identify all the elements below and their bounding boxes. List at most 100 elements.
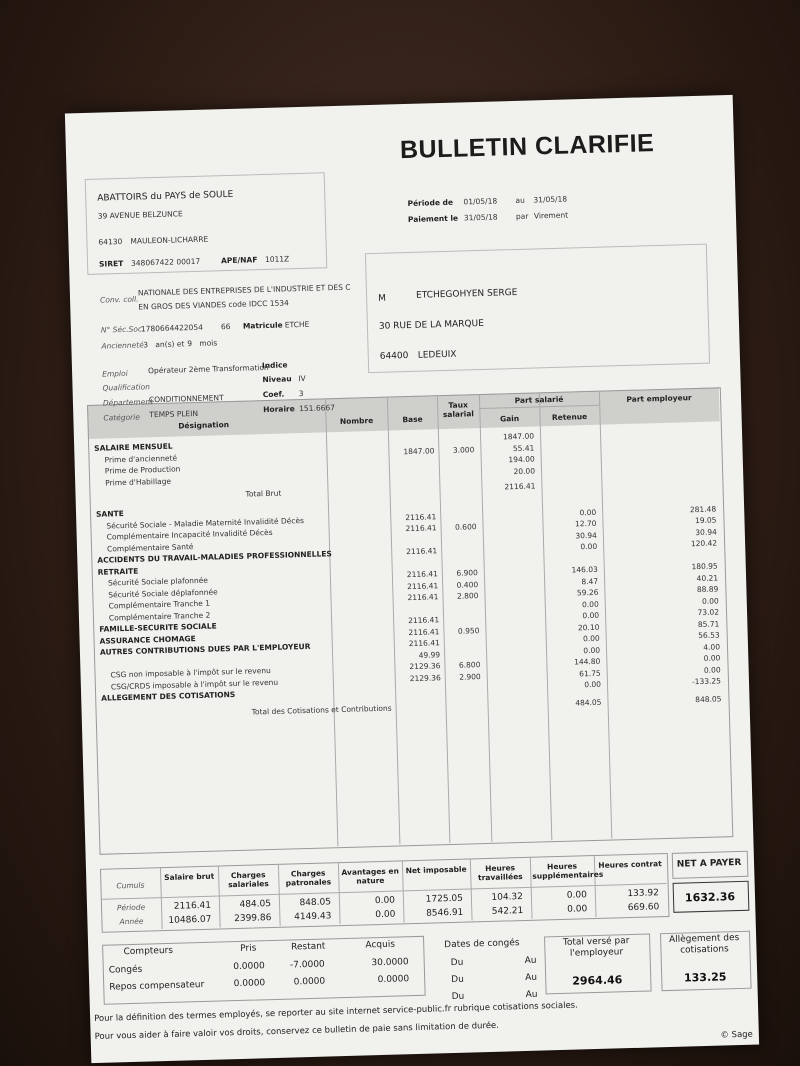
counter-value: -7.0000 xyxy=(289,959,325,971)
base: 2129.36 xyxy=(409,672,441,683)
rate: 2.900 xyxy=(459,671,481,682)
period-from: 01/05/18 xyxy=(463,196,498,207)
designation: Prime d'ancienneté xyxy=(104,453,178,465)
employer-total: 848.05 xyxy=(695,693,722,704)
employer-amount: -133.25 xyxy=(691,676,722,687)
leave-date-label: Au xyxy=(524,955,537,966)
matricule: ETCHE xyxy=(284,319,310,330)
seniority-months-label: mois xyxy=(199,338,218,348)
rate: 2.800 xyxy=(456,591,479,601)
cumuls-value: 10486.07 xyxy=(168,914,212,926)
departement-label: Département xyxy=(102,397,154,408)
column-header: Base xyxy=(402,414,423,425)
niveau: IV xyxy=(298,373,306,384)
indice-label: Indice xyxy=(261,360,288,371)
period-to-label: au xyxy=(515,195,525,205)
deduction: 0.00 xyxy=(582,610,600,621)
ss-number: 1780664422054 xyxy=(140,322,204,334)
column-header: Part employeur xyxy=(626,393,692,404)
employer-amount: 40.21 xyxy=(696,572,719,583)
cumuls-value: 848.05 xyxy=(299,897,332,909)
column-header: Retenue xyxy=(551,412,588,423)
cumuls-value: 133.92 xyxy=(627,888,660,900)
convention-label: Conv. coll. xyxy=(99,294,139,305)
counters-header: Pris xyxy=(240,943,257,954)
deduction: 59.26 xyxy=(576,587,599,598)
employer-amount: 4.00 xyxy=(703,641,721,652)
column-header: Part salarié xyxy=(514,394,564,406)
siret: 348067422 00017 xyxy=(130,256,201,268)
seniority-label: Ancienneté xyxy=(101,340,144,351)
designation: SALAIRE MENSUEL xyxy=(94,441,173,453)
cumuls-value: 2399.86 xyxy=(234,913,272,925)
rate: 3.000 xyxy=(452,444,475,455)
counter-value: 0.0000 xyxy=(233,961,265,973)
employer-total: 2964.46 xyxy=(572,973,623,988)
cumuls-value: 1725.05 xyxy=(425,893,464,905)
deduction: 0.00 xyxy=(583,645,601,655)
deduction: 144.80 xyxy=(574,656,601,667)
counter-label: Congés xyxy=(108,964,143,976)
deduction: 30.94 xyxy=(575,530,597,540)
gross-total: 2116.41 xyxy=(504,481,536,492)
net-label: NET A PAYER xyxy=(676,857,742,870)
cumuls-header: Cumuls xyxy=(116,880,145,891)
deduction: 0.00 xyxy=(584,679,602,690)
cumuls-value: 104.32 xyxy=(491,892,524,903)
cumuls-value: 542.21 xyxy=(491,906,524,917)
employer-amount: 85.71 xyxy=(697,618,720,629)
base: 2116.41 xyxy=(406,569,438,580)
payment-date: 31/05/18 xyxy=(463,212,498,223)
employer-amount: 19.05 xyxy=(694,515,717,526)
cumuls-value: 669.60 xyxy=(627,902,660,914)
cumuls-row-label: Année xyxy=(119,916,144,927)
ss-key: 66 xyxy=(220,321,231,332)
counter-value: 30.0000 xyxy=(371,957,409,969)
deduction: 0.00 xyxy=(580,541,598,552)
employer-amount: 0.00 xyxy=(703,653,721,663)
cumuls-header: Charges patronales xyxy=(285,868,332,888)
departement: CONDITIONNEMENT xyxy=(148,393,224,405)
employee-civility: M xyxy=(378,293,387,304)
footer-note: Pour la définition des termes employés, … xyxy=(94,1000,579,1025)
cumuls-value: 0.00 xyxy=(374,895,396,907)
brand: © Sage xyxy=(720,1029,753,1041)
cumuls-header: Net imposable xyxy=(405,864,467,876)
leave-dates-title: Dates de congés xyxy=(444,938,520,951)
base: 49.99 xyxy=(418,649,441,660)
leave-date-label: Du xyxy=(450,957,464,969)
leave-date-label: Au xyxy=(525,972,538,983)
base: 2116.41 xyxy=(407,592,439,603)
gain: 55.41 xyxy=(512,443,535,453)
cumuls-header: Charges salariales xyxy=(228,870,269,890)
leave-date-label: Du xyxy=(451,991,465,1003)
designation: SANTE xyxy=(95,509,124,519)
cumuls-value: 0.00 xyxy=(567,904,588,915)
cumuls-value: 0.00 xyxy=(566,890,588,901)
deduction: 61.75 xyxy=(579,668,601,678)
counters-header: Compteurs xyxy=(123,945,174,958)
employer-total-label: Total versé par l'employeur xyxy=(562,936,630,959)
siret-label: SIRET xyxy=(98,258,124,269)
column-header: Désignation xyxy=(178,420,230,431)
gain: 1847.00 xyxy=(502,431,535,442)
convention: NATIONALE DES ENTREPRISES DE L'INDUSTRIE… xyxy=(137,282,351,298)
base: 2116.41 xyxy=(408,626,440,637)
emploi-label: Emploi xyxy=(102,368,128,379)
seniority-years: 3 xyxy=(143,340,149,350)
employer-amount: 30.94 xyxy=(695,526,717,537)
contributions-total: 484.05 xyxy=(575,697,602,707)
employee-box xyxy=(364,243,711,374)
cumuls-value: 4149.43 xyxy=(294,911,332,923)
employer-amount: 180.95 xyxy=(691,561,718,572)
cumuls-value: 0.00 xyxy=(375,909,396,921)
counter-value: 0.0000 xyxy=(233,978,266,990)
designation: Prime de Production xyxy=(104,464,181,476)
period-label: Période de xyxy=(407,197,454,208)
base: 2116.41 xyxy=(405,511,437,522)
cumuls-row-label: Période xyxy=(116,902,146,913)
cumuls-value: 484.05 xyxy=(239,899,272,910)
employer-amount: 120.42 xyxy=(690,538,718,549)
gross-total-label: Total Brut xyxy=(245,488,282,499)
